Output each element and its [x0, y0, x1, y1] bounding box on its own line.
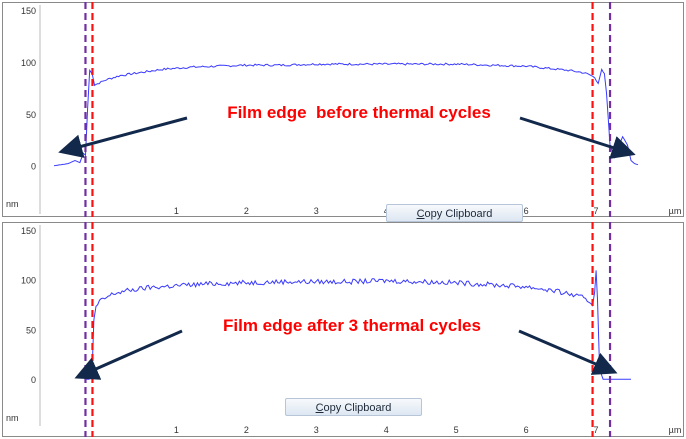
panel-frame: [2, 2, 684, 217]
x-axis-label: µm: [669, 425, 682, 435]
arrow-right: [519, 116, 636, 159]
chart-after-thermal-cycles: 0 50 100 150 nm 1 2 3 4 5 6 7 µm Film edge after 3 th…: [2, 222, 684, 437]
profile-trace: [53, 62, 639, 167]
x-tick-label: 6: [524, 206, 529, 216]
copy-label-text: opy Clipboard: [424, 208, 493, 220]
y-axis-label: nm: [6, 199, 19, 209]
x-tick-label: 7: [594, 425, 599, 435]
panel-frame: [2, 222, 684, 437]
y-tick-label: 100: [21, 58, 36, 68]
arrow-left: [74, 329, 183, 380]
y-tick-label: 50: [26, 325, 36, 335]
x-tick-label: 7: [594, 206, 599, 216]
y-axis-label: nm: [6, 413, 19, 423]
arrow-right: [518, 329, 618, 375]
y-tick-label: 0: [31, 375, 36, 385]
annotation-text: Film edge before thermal cycles: [227, 103, 491, 122]
copy-label-text: opy Clipboard: [323, 402, 392, 414]
copy-clipboard-button-bottom[interactable]: Copy Clipboard: [285, 398, 422, 416]
x-tick-label: 5: [454, 425, 459, 435]
y-tick-labels: 0 50 100 150: [21, 6, 36, 172]
x-tick-label: 4: [384, 425, 389, 435]
copy-label-mnemonic: C: [315, 402, 324, 414]
y-tick-label: 0: [31, 162, 36, 172]
x-tick-label: 3: [314, 425, 319, 435]
chart-panel-after: 0 50 100 150 nm 1 2 3 4 5 6 7 µm Film edge after 3 th…: [2, 222, 684, 437]
arrow-left: [58, 116, 188, 158]
x-tick-label: 2: [244, 425, 249, 435]
y-tick-label: 150: [21, 226, 36, 236]
x-tick-label: 6: [524, 425, 529, 435]
x-tick-label: 3: [314, 206, 319, 216]
x-tick-label: 2: [244, 206, 249, 216]
x-axis-label: µm: [669, 206, 682, 216]
y-tick-labels: 0 50 100 150: [21, 226, 36, 385]
annotation-text: Film edge after 3 thermal cycles: [223, 316, 481, 335]
y-tick-label: 50: [26, 110, 36, 120]
copy-clipboard-button-top[interactable]: Copy Clipboard: [386, 204, 523, 222]
profile-trace: [85, 270, 631, 380]
x-tick-label: 1: [174, 425, 179, 435]
x-tick-labels: 1 2 3 4 5 6 7: [174, 425, 599, 435]
y-tick-label: 100: [21, 276, 36, 286]
x-tick-label: 1: [174, 206, 179, 216]
y-tick-label: 150: [21, 6, 36, 16]
copy-label-mnemonic: C: [416, 208, 425, 220]
